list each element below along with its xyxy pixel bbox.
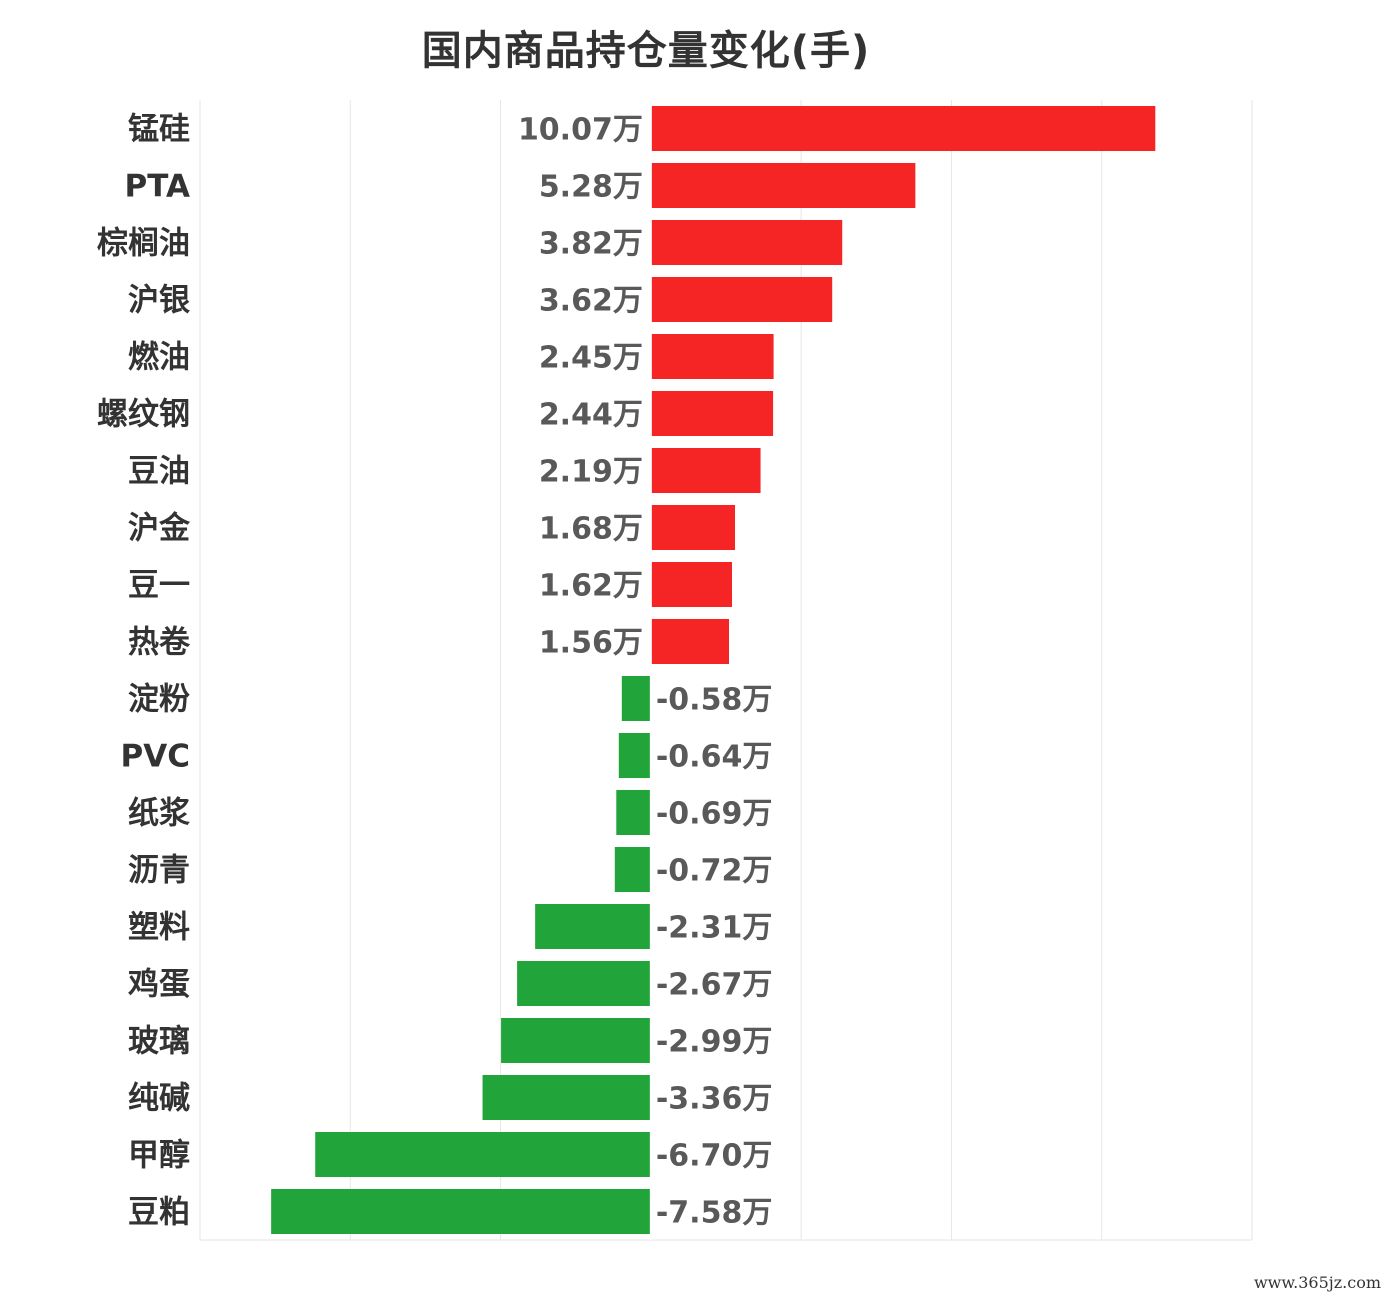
bar-3: [650, 277, 833, 322]
category-label: 纸浆: [128, 796, 190, 832]
bar-4: [650, 334, 774, 379]
category-label: 豆一: [128, 568, 190, 604]
value-label: 3.82万: [539, 227, 643, 262]
value-label: -2.99万: [656, 1025, 772, 1060]
bar-7: [650, 505, 736, 550]
value-label: -3.36万: [656, 1082, 772, 1117]
value-label: 1.68万: [539, 512, 643, 547]
bar-11: [618, 733, 651, 778]
bar-8: [650, 562, 733, 607]
value-label: 2.44万: [539, 398, 643, 433]
bar-18: [315, 1132, 651, 1177]
category-label: 燃油: [128, 340, 190, 376]
bar-10: [621, 676, 651, 721]
value-label: 2.19万: [539, 455, 643, 490]
value-label: -0.69万: [656, 797, 772, 832]
bar-16: [501, 1018, 651, 1063]
value-label: 1.56万: [539, 626, 643, 661]
category-label: 鸡蛋: [127, 967, 190, 1003]
watermark-text: www.365jz.com: [1253, 1273, 1381, 1292]
bar-12: [616, 790, 651, 835]
value-label: -0.64万: [656, 740, 772, 775]
category-label: PTA: [125, 169, 190, 205]
value-label: -6.70万: [656, 1139, 772, 1174]
category-label: 锰硅: [128, 112, 190, 148]
bar-13: [614, 847, 651, 892]
category-label: 甲醇: [128, 1138, 190, 1174]
bar-2: [650, 220, 843, 265]
bar-9: [650, 619, 730, 664]
category-label: 豆油: [128, 454, 190, 490]
category-label: 塑料: [128, 910, 190, 946]
value-label: -2.31万: [656, 911, 772, 946]
value-labels: 10.07万 5.28万 3.82万 3.62万 2.45万 2.44万 2.19万 1.68…: [518, 113, 772, 1231]
bar-0: [650, 106, 1156, 151]
value-label: 3.62万: [539, 284, 643, 319]
value-label: -0.72万: [656, 854, 772, 889]
category-label: 沥青: [128, 853, 190, 889]
category-label: 热卷: [128, 625, 191, 661]
bar-15: [517, 961, 651, 1006]
category-label: 淀粉: [128, 682, 190, 718]
value-label: 10.07万: [518, 113, 643, 148]
category-label: 豆粕: [128, 1195, 190, 1231]
bar-1: [650, 163, 916, 208]
bar-17: [482, 1075, 651, 1120]
category-label: 沪金: [128, 511, 191, 547]
bars: [271, 106, 1156, 1234]
bar-5: [650, 391, 774, 436]
category-label: 棕榈油: [97, 226, 190, 262]
value-label: 5.28万: [539, 170, 643, 205]
gridlines: [199, 100, 1253, 1241]
category-label: 纯碱: [128, 1081, 190, 1117]
category-label: 螺纹钢: [97, 397, 190, 433]
value-label: 1.62万: [539, 569, 643, 604]
category-label: PVC: [121, 739, 190, 775]
bar-19: [271, 1189, 651, 1234]
value-label: -2.67万: [656, 968, 772, 1003]
bar-14: [535, 904, 651, 949]
category-label: 玻璃: [128, 1024, 190, 1060]
value-label: -0.58万: [656, 683, 772, 718]
value-label: -7.58万: [656, 1196, 772, 1231]
bar-6: [650, 448, 761, 493]
category-label: 沪银: [128, 283, 190, 319]
chart-title: 国内商品持仓量变化(手): [421, 28, 871, 74]
value-label: 2.45万: [539, 341, 643, 376]
